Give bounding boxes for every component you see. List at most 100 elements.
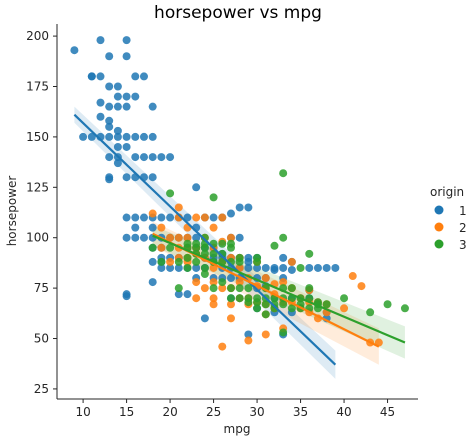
data-point-origin-2 <box>235 278 244 287</box>
data-point-origin-1 <box>122 36 131 45</box>
data-point-origin-3 <box>226 284 235 293</box>
data-point-origin-1 <box>183 213 192 222</box>
data-point-origin-1 <box>105 82 114 91</box>
data-point-origin-1 <box>122 102 131 111</box>
y-tick-label: 50 <box>34 332 49 346</box>
data-point-origin-1 <box>113 132 122 141</box>
data-point-origin-2 <box>279 278 288 287</box>
data-point-origin-3 <box>287 284 296 293</box>
data-point-origin-1 <box>87 72 96 81</box>
data-point-origin-3 <box>244 298 253 307</box>
data-point-origin-1 <box>157 263 166 272</box>
y-axis-title: horsepower <box>5 176 19 247</box>
data-point-origin-1 <box>96 112 105 121</box>
data-point-origin-1 <box>166 213 175 222</box>
data-point-origin-1 <box>96 36 105 45</box>
data-point-origin-1 <box>113 92 122 101</box>
data-point-origin-1 <box>192 183 201 192</box>
data-point-origin-3 <box>226 243 235 252</box>
data-point-origin-2 <box>209 278 218 287</box>
data-point-origin-1 <box>235 233 244 242</box>
data-point-origin-1 <box>105 52 114 61</box>
data-point-origin-2 <box>226 233 235 242</box>
data-point-origin-2 <box>192 294 201 303</box>
data-point-origin-2 <box>166 257 175 266</box>
data-point-origin-1 <box>166 263 175 272</box>
data-point-origin-1 <box>113 142 122 151</box>
data-point-origin-1 <box>157 213 166 222</box>
y-axis-ticks: 25 50 75 100 125 150 175 200 <box>26 29 57 396</box>
data-point-origin-1 <box>148 257 157 266</box>
legend-label-origin-3: 3 <box>459 238 467 252</box>
data-point-origin-3 <box>183 253 192 262</box>
data-point-origin-1 <box>113 126 122 135</box>
data-point-origin-2 <box>209 300 218 309</box>
data-point-origin-2 <box>244 336 253 345</box>
data-point-origin-2 <box>192 278 201 287</box>
data-point-origin-3 <box>218 239 227 248</box>
data-point-origin-1 <box>253 263 262 272</box>
data-point-origin-1 <box>131 153 140 162</box>
data-point-origin-2 <box>218 213 227 222</box>
data-point-origin-3 <box>253 298 262 307</box>
data-point-origin-1 <box>148 153 157 162</box>
data-point-origin-3 <box>340 294 349 303</box>
data-point-origin-3 <box>148 243 157 252</box>
data-point-origin-3 <box>270 304 279 313</box>
data-point-origin-3 <box>209 193 218 202</box>
data-point-origin-3 <box>200 233 209 242</box>
data-point-origin-1 <box>200 314 209 323</box>
data-point-origin-1 <box>139 213 148 222</box>
data-point-origin-1 <box>113 82 122 91</box>
data-point-origin-2 <box>287 257 296 266</box>
data-point-origin-3 <box>296 263 305 272</box>
data-point-origin-1 <box>105 175 114 184</box>
data-point-origin-1 <box>139 153 148 162</box>
y-tick-label: 25 <box>34 382 49 396</box>
data-point-origin-3 <box>270 241 279 250</box>
data-point-origin-1 <box>131 72 140 81</box>
data-point-origin-2 <box>218 342 227 351</box>
data-point-origin-1 <box>105 153 114 162</box>
x-tick-label: 45 <box>380 405 395 419</box>
data-point-origin-1 <box>313 263 322 272</box>
data-point-origin-1 <box>122 292 131 301</box>
legend: origin 1 2 3 <box>430 185 467 252</box>
data-point-origin-1 <box>122 233 131 242</box>
x-tick-label: 40 <box>336 405 351 419</box>
data-point-origin-1 <box>287 265 296 274</box>
data-point-origin-3 <box>209 249 218 258</box>
data-point-origin-1 <box>322 263 331 272</box>
x-tick-label: 25 <box>206 405 221 419</box>
data-point-origin-3 <box>322 300 331 309</box>
regression-lines <box>73 113 406 366</box>
data-point-origin-2 <box>174 203 183 212</box>
data-point-origin-1 <box>105 102 114 111</box>
data-point-origin-1 <box>87 132 96 141</box>
data-point-origin-3 <box>279 328 288 337</box>
data-point-origin-1 <box>226 209 235 218</box>
data-point-origin-3 <box>192 257 201 266</box>
data-point-origin-1 <box>105 122 114 131</box>
y-tick-label: 100 <box>26 231 49 245</box>
x-tick-label: 20 <box>162 405 177 419</box>
data-point-origin-1 <box>174 290 183 299</box>
data-point-origin-1 <box>244 330 253 339</box>
data-point-origin-1 <box>148 278 157 287</box>
data-point-origin-1 <box>96 98 105 107</box>
data-point-origin-1 <box>157 153 166 162</box>
data-point-origin-1 <box>148 223 157 232</box>
regression-line-origin-3 <box>152 234 406 344</box>
data-point-origin-2 <box>209 223 218 232</box>
data-point-origin-1 <box>183 290 192 299</box>
data-point-origin-3 <box>253 304 262 313</box>
data-point-origin-1 <box>122 52 131 61</box>
data-point-origin-1 <box>261 263 270 272</box>
data-point-origin-1 <box>244 263 253 272</box>
data-point-origin-3 <box>166 189 175 198</box>
data-point-origin-3 <box>226 294 235 303</box>
data-point-origin-1 <box>139 233 148 242</box>
data-point-origin-3 <box>235 284 244 293</box>
data-point-origin-3 <box>279 233 288 242</box>
